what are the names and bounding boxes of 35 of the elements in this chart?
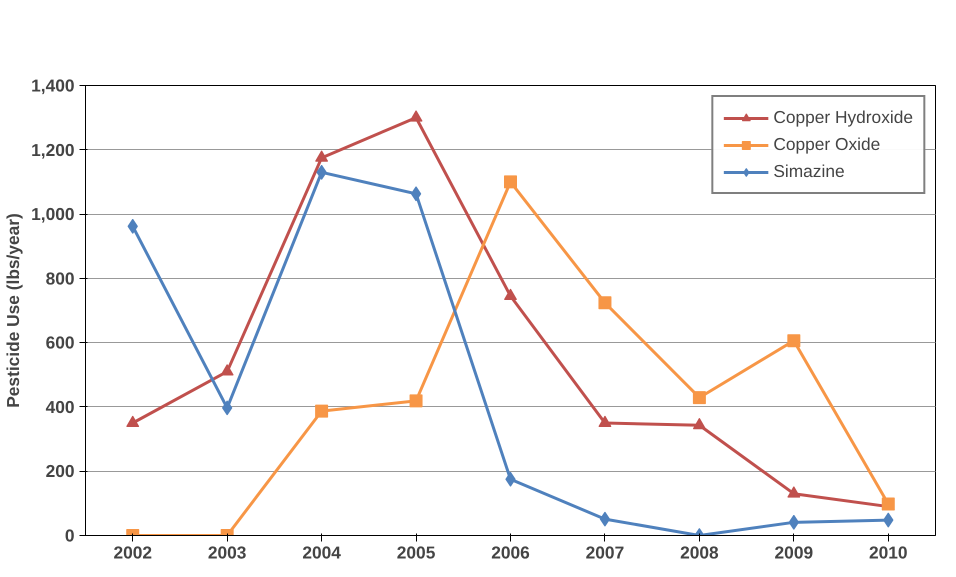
legend-label: Copper Hydroxide	[773, 107, 913, 128]
point	[220, 364, 234, 376]
legend-label: Copper Oxide	[773, 134, 880, 155]
y-tick-label: 1,200	[31, 140, 75, 160]
point	[787, 334, 800, 348]
y-tick-label: 1,000	[31, 204, 75, 224]
point	[600, 512, 610, 527]
point	[505, 472, 516, 487]
point	[504, 288, 517, 300]
y-tick-label: 400	[46, 396, 75, 417]
x-tick-label: 2002	[113, 542, 152, 562]
y-tick-label: 800	[46, 268, 75, 288]
point	[315, 150, 328, 162]
point	[410, 110, 423, 122]
point	[598, 296, 612, 310]
y-tick-label: 600	[46, 332, 75, 353]
x-tick-label: 2006	[491, 542, 530, 562]
x-tick-label: 2003	[208, 542, 247, 562]
x-tick-label: 2008	[680, 542, 720, 562]
x-tick-label: 2005	[396, 542, 436, 562]
x-tick-label: 2007	[586, 542, 624, 562]
point	[692, 391, 706, 404]
legend-label: Simazine	[773, 161, 845, 182]
y-tick-label: 200	[46, 461, 75, 482]
y-tick-label: 0	[64, 526, 75, 546]
x-tick-label: 2010	[869, 542, 908, 562]
y-tick-label: 1,400	[31, 76, 75, 96]
y-axis-title: Pesticide Use (lbs/year)	[3, 213, 24, 408]
point	[504, 175, 517, 188]
x-tick-label: 2004	[302, 542, 342, 562]
x-tick-label: 2009	[774, 542, 814, 562]
point	[315, 404, 328, 418]
point	[316, 164, 327, 180]
point	[410, 394, 423, 408]
point	[410, 186, 422, 202]
